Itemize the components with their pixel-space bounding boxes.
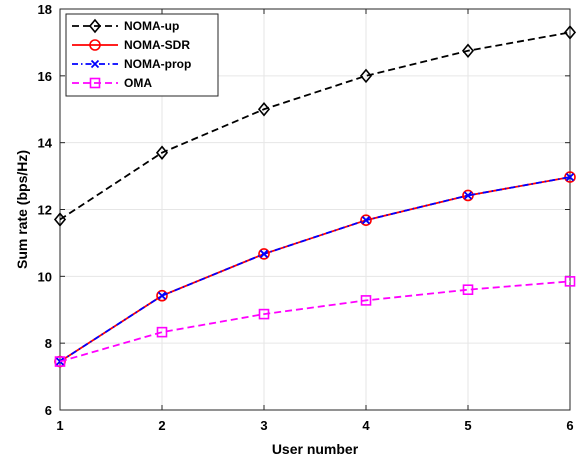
series-noma-up [53,25,577,227]
x-tick-label: 1 [56,418,63,433]
data-point-noma-up [359,68,373,84]
series-line-noma-prop [59,176,571,363]
series-oma [54,276,576,367]
series-layer [53,25,577,368]
x-tick-label: 6 [566,418,573,433]
y-tick-label: 8 [45,336,52,351]
data-point-noma-up [461,43,475,59]
legend-marker-noma-up [88,18,102,34]
y-tick-label: 12 [38,203,52,218]
data-point-noma-prop [259,249,269,259]
legend-label-oma: OMA [124,76,152,90]
data-point-oma [54,356,66,367]
legend-label-noma-prop: NOMA-prop [124,57,191,71]
x-tick-label: 2 [158,418,165,433]
x-tick-label: 3 [260,418,267,433]
y-tick-label: 6 [45,403,52,418]
data-point-oma [564,276,576,287]
x-tick-label: 4 [362,418,370,433]
data-point-noma-up [563,25,577,40]
legend: NOMA-up NOMA-SDR NOMA-prop OMA [65,13,219,97]
x-axis-label: User number [272,441,359,457]
data-point-noma-sdr [258,248,270,260]
data-point-noma-prop [565,172,575,182]
data-point-noma-prop [361,216,371,225]
y-tick-label: 14 [38,136,53,151]
data-point-noma-prop [463,191,473,200]
data-point-oma [360,295,372,306]
legend-marker-noma-prop [90,59,100,69]
series-line-oma [59,280,571,363]
data-point-noma-up [53,212,67,227]
legend-label-noma-sdr: NOMA-SDR [124,38,190,52]
x-tick-label: 5 [464,418,471,433]
data-point-noma-up [257,102,271,117]
y-tick-label: 18 [38,2,52,17]
series-line-noma-up [59,31,571,221]
legend-marker-noma-sdr [89,39,101,51]
data-point-noma-prop [157,291,167,300]
grid [59,8,571,411]
data-point-noma-sdr [156,289,168,302]
data-point-oma [156,326,168,338]
legend-marker-oma [89,77,101,89]
data-point-noma-sdr [360,214,372,226]
y-axis-label: Sum rate (bps/Hz) [14,150,30,269]
data-point-oma [462,284,474,296]
data-point-noma-up [155,145,169,160]
y-tick-label: 16 [38,69,52,84]
y-tick-label: 10 [38,269,52,284]
legend-label-noma-up: NOMA-up [124,19,179,33]
data-point-oma [258,308,270,320]
